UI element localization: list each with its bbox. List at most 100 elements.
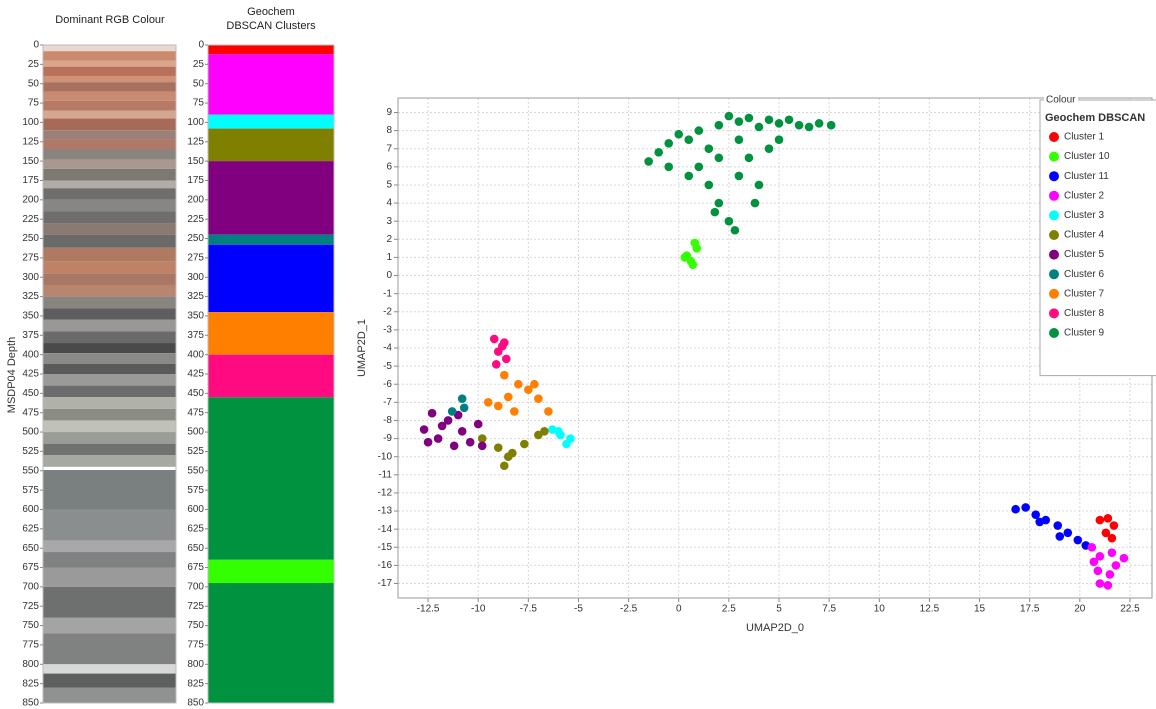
depth-interval — [43, 308, 176, 320]
point — [534, 394, 543, 403]
legend-swatch — [1049, 308, 1059, 318]
y-tick-label: 625 — [22, 523, 39, 534]
y-tick-label: 450 — [22, 388, 39, 399]
depth-interval — [43, 409, 176, 421]
y-tick-label: 125 — [22, 136, 39, 147]
y-tick-label: 600 — [22, 504, 39, 515]
x-axis-title: UMAP2D_0 — [746, 622, 804, 634]
legend-subtitle: Geochem DBSCAN — [1045, 112, 1145, 124]
y-tick-label: 8 — [386, 125, 392, 136]
point — [731, 226, 740, 235]
x-tick-label: -12.5 — [417, 604, 440, 615]
depth-interval — [43, 467, 176, 470]
y-tick-label: 850 — [187, 698, 204, 709]
y-tick-label: 325 — [22, 291, 39, 302]
depth-interval — [43, 432, 176, 444]
y-tick-label: 425 — [187, 369, 204, 380]
point — [1055, 532, 1064, 541]
depth-interval — [43, 188, 176, 200]
point — [1108, 534, 1117, 543]
depth-interval — [43, 223, 176, 235]
depth-interval — [43, 150, 176, 160]
point — [434, 434, 443, 443]
legend-label: Cluster 11 — [1064, 171, 1109, 182]
point — [715, 121, 724, 130]
legend-label: Cluster 10 — [1064, 151, 1110, 162]
point — [1104, 514, 1113, 523]
y-tick-label: 575 — [22, 485, 39, 496]
y-tick-label: 650 — [187, 543, 204, 554]
point — [1110, 521, 1119, 530]
point — [745, 114, 754, 123]
point — [1053, 521, 1062, 530]
y-tick-label: 475 — [187, 407, 204, 418]
point — [785, 115, 794, 124]
legend-swatch — [1049, 328, 1059, 338]
depth-interval — [43, 160, 176, 169]
y-tick-label: 600 — [187, 504, 204, 515]
point — [1090, 557, 1099, 566]
depth-interval — [43, 568, 176, 587]
point — [520, 440, 529, 449]
point — [715, 153, 724, 162]
x-tick-label: 2.5 — [722, 604, 736, 615]
point — [755, 123, 764, 132]
point — [1074, 536, 1083, 545]
y-tick-label: 200 — [187, 194, 204, 205]
depth-interval — [43, 633, 176, 664]
legend-title: Colour — [1046, 95, 1076, 106]
depth-interval — [208, 45, 334, 54]
depth-interval — [43, 76, 176, 82]
y-tick-label: -10 — [378, 451, 393, 462]
point — [460, 403, 469, 412]
point — [424, 438, 433, 447]
point — [450, 442, 459, 451]
point — [1031, 510, 1040, 519]
point — [1120, 554, 1129, 563]
depth-interval — [43, 540, 176, 552]
point — [765, 144, 774, 153]
y-tick-label: 300 — [22, 272, 39, 283]
y-tick-label: 4 — [386, 198, 392, 209]
y-tick-label: 725 — [22, 601, 39, 612]
depth-interval — [43, 320, 176, 332]
y-tick-label: 550 — [187, 465, 204, 476]
point — [458, 394, 467, 403]
y-tick-label: 75 — [28, 98, 40, 109]
y-tick-label: 475 — [22, 407, 39, 418]
y-tick-label: 2 — [386, 234, 392, 245]
point — [664, 139, 673, 148]
legend-swatch — [1049, 269, 1059, 279]
point — [500, 461, 509, 470]
point — [554, 427, 563, 436]
legend-label: Cluster 5 — [1064, 249, 1104, 260]
x-tick-label: 22.5 — [1120, 604, 1140, 615]
y-tick-label: 275 — [22, 253, 39, 264]
depth-interval — [43, 444, 176, 456]
y-tick-label: 675 — [187, 562, 204, 573]
point — [466, 438, 475, 447]
depth-interval — [43, 101, 176, 111]
y-tick-label: 125 — [187, 136, 204, 147]
point — [715, 199, 724, 208]
depth-interval — [43, 364, 176, 374]
y-tick-label: 225 — [187, 214, 204, 225]
legend-label: Cluster 1 — [1064, 132, 1104, 143]
legend-swatch — [1049, 132, 1059, 142]
point — [765, 115, 774, 124]
y-tick-label: -16 — [378, 560, 393, 571]
y-tick-label: 650 — [22, 543, 39, 554]
point — [492, 360, 501, 369]
point — [1108, 548, 1117, 557]
point — [694, 126, 703, 135]
legend-swatch — [1049, 152, 1059, 162]
depth-interval — [43, 91, 176, 100]
point — [711, 208, 720, 217]
depth-interval — [43, 200, 176, 212]
y-tick-label: 775 — [187, 640, 204, 651]
point — [1094, 567, 1103, 576]
depth-interval — [43, 262, 176, 274]
y-tick-label: 375 — [22, 330, 39, 341]
point — [815, 119, 824, 128]
depth-interval — [43, 455, 176, 467]
